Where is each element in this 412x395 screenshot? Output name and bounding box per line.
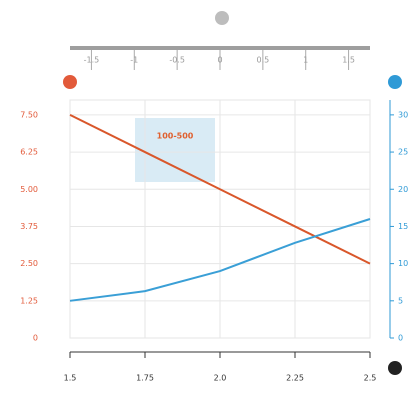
right-axis-badge[interactable] (388, 75, 402, 89)
y-tick-label: 1.25 (20, 296, 38, 305)
y2-tick-label: 5 (398, 296, 403, 305)
annotation: 100-500 (157, 132, 194, 141)
y2-tick-label: 25 (398, 148, 408, 157)
y-tick-label: 2.50 (20, 259, 38, 268)
y-tick-label: 6.25 (20, 148, 38, 157)
y2-tick-label: 10 (398, 259, 408, 268)
top-axis-badge[interactable] (215, 11, 229, 25)
x-axis-badge[interactable] (388, 361, 402, 375)
y-tick-label: 0 (33, 334, 38, 343)
y2-tick-label: 20 (398, 185, 408, 194)
annotation-box (135, 118, 215, 182)
top-tick-label: 1 (303, 56, 308, 65)
top-tick-label: -1.5 (84, 56, 100, 65)
series-line (69, 113, 371, 265)
x-tick-label: 2.5 (364, 374, 377, 383)
y-tick-label: 7.50 (20, 110, 38, 119)
top-tick-label: 0.5 (256, 56, 269, 65)
y2-tick-label: 30 (398, 110, 408, 119)
x-tick-label: 2.25 (286, 374, 304, 383)
y-tick-label: 3.75 (20, 222, 38, 231)
left-axis-badge[interactable] (63, 75, 77, 89)
top-tick-label: 1.5 (342, 56, 355, 65)
y2-tick-label: 0 (398, 334, 403, 343)
x-tick-label: 1.75 (136, 374, 154, 383)
top-tick-label: -1 (130, 56, 138, 65)
y-tick-label: 5.00 (20, 185, 38, 194)
series-line (69, 218, 371, 302)
x-tick-label: 1.5 (64, 374, 77, 383)
top-tick-label: -0.5 (169, 56, 185, 65)
y2-tick-label: 15 (398, 222, 408, 231)
top-tick-label: 0 (217, 56, 222, 65)
x-tick-label: 2.0 (214, 374, 227, 383)
